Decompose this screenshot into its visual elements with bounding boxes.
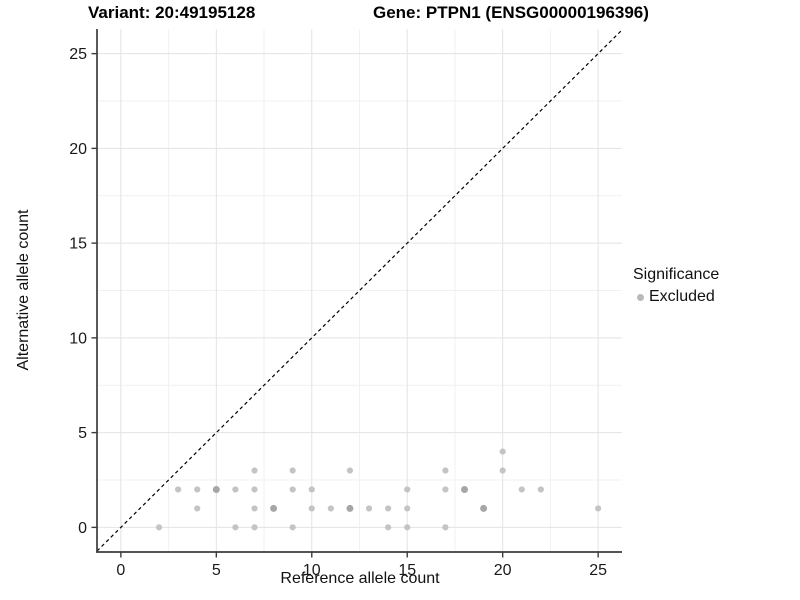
data-point (232, 486, 239, 493)
data-point (346, 467, 354, 474)
y-axis-label: Alternative allele count (15, 209, 32, 371)
y-tick-label: 20 (69, 141, 87, 158)
legend-item-label: Excluded (649, 288, 715, 305)
x-tick-label: 5 (212, 562, 221, 579)
gridlines-minor (97, 29, 622, 552)
y-tick-label: 0 (78, 520, 87, 537)
x-tick-label: 25 (589, 562, 607, 579)
x-tick-label: 15 (398, 562, 416, 579)
x-tick-label: 10 (303, 562, 321, 579)
plot-title-gene: Gene: PTPN1 (ENSG00000196396) (373, 3, 649, 22)
data-point (194, 486, 201, 493)
legend: Significance Excluded (633, 266, 719, 306)
data-point (308, 486, 315, 493)
data-point (270, 504, 278, 512)
data-point (308, 505, 315, 512)
data-point (251, 505, 258, 512)
data-points (155, 448, 602, 531)
data-point (212, 485, 220, 493)
data-point (404, 524, 411, 531)
plot-title-variant: Variant: 20:49195128 (88, 3, 256, 22)
gridlines-major (97, 29, 622, 552)
x-axis-label: Reference allele count (280, 570, 440, 587)
x-tick-label: 0 (116, 562, 125, 579)
data-point (461, 485, 468, 493)
data-point (385, 505, 392, 512)
y-tick-label: 25 (69, 46, 87, 63)
data-point (518, 486, 525, 493)
data-point (175, 486, 182, 493)
legend-item-excluded: Excluded (637, 288, 719, 306)
data-point (442, 467, 449, 474)
legend-title: Significance (633, 266, 720, 283)
data-point (251, 486, 258, 493)
data-point (327, 505, 334, 512)
data-point (442, 486, 449, 493)
data-point (194, 505, 201, 512)
tick-marks (91, 52, 599, 558)
data-point (404, 486, 411, 493)
data-point (404, 505, 411, 512)
data-point (251, 467, 258, 474)
axis-lines (96, 29, 622, 553)
data-point (499, 448, 506, 455)
data-point (480, 504, 488, 512)
data-point (346, 504, 354, 512)
data-point (155, 524, 163, 531)
data-point (232, 524, 239, 531)
data-point (365, 505, 373, 512)
data-point (251, 524, 258, 531)
data-point (289, 486, 296, 493)
y-tick-label: 10 (69, 330, 87, 347)
y-tick-labels: 0 5 10 15 20 25 (69, 46, 87, 537)
data-point (499, 467, 506, 474)
x-tick-labels: 0 5 10 15 20 25 (116, 562, 607, 579)
excluded-point-swatch (637, 293, 644, 301)
y-tick-label: 15 (69, 236, 87, 253)
x-tick-label: 20 (494, 562, 512, 579)
data-point (442, 524, 449, 531)
data-point (537, 486, 544, 493)
data-point (289, 467, 296, 474)
data-point (289, 524, 296, 531)
data-point (595, 505, 602, 512)
data-point (385, 524, 392, 531)
y-tick-label: 5 (78, 425, 87, 442)
